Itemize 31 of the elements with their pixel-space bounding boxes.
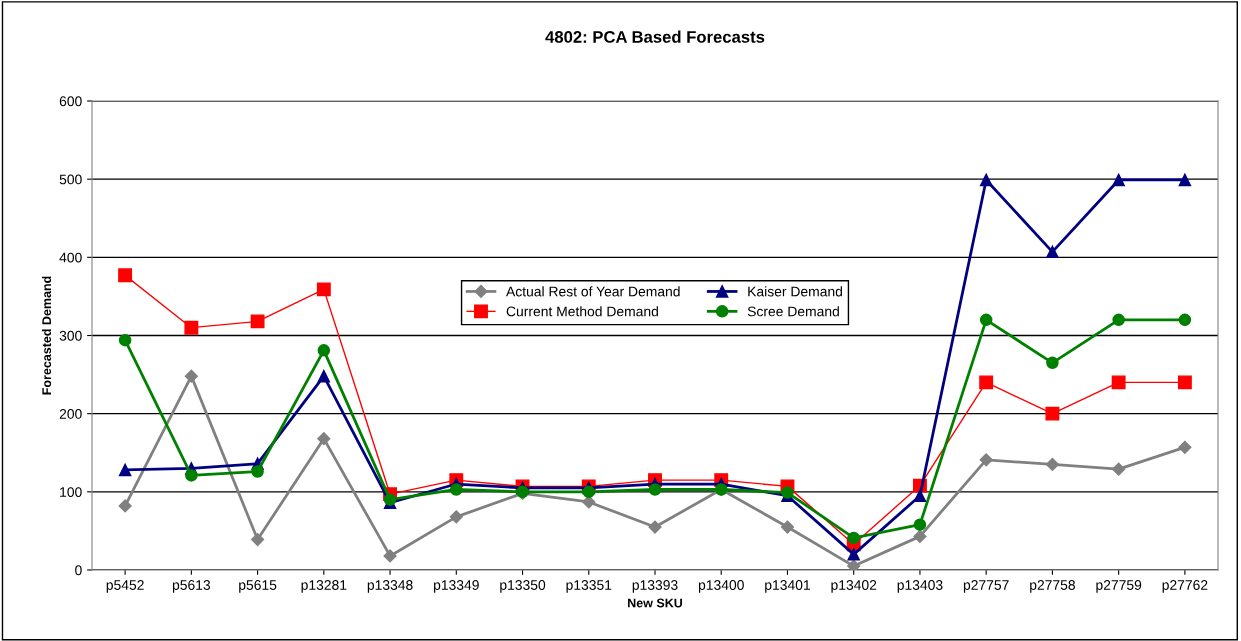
y-tick-label: 600 — [59, 96, 82, 107]
x-tick-label: p13400 — [698, 580, 744, 593]
x-tick-label: p13402 — [831, 580, 877, 593]
y-axis-title: Forecasted Demand — [41, 276, 52, 395]
y-tick-label: 0 — [75, 565, 82, 576]
legend-label: Current Method Demand — [506, 306, 658, 317]
x-tick-label: p13403 — [897, 580, 943, 593]
y-tick-label: 300 — [59, 330, 82, 341]
y-tick-label: 200 — [59, 409, 82, 419]
x-tick-label: p27759 — [1096, 580, 1142, 593]
x-tick-label: p27757 — [963, 580, 1009, 593]
x-tick-label: p27762 — [1162, 580, 1208, 593]
legend-label: Kaiser Demand — [748, 286, 842, 297]
x-tick-label: p5615 — [239, 580, 277, 593]
x-tick-label: p13350 — [500, 580, 546, 593]
x-tick-label: p13349 — [434, 580, 479, 593]
x-axis-title: New SKU — [628, 598, 683, 608]
x-tick-label: p5613 — [172, 580, 211, 593]
y-tick-label: 500 — [59, 174, 82, 185]
x-tick-label: p13348 — [367, 580, 413, 593]
x-tick-label: p13393 — [632, 580, 678, 593]
y-tick-label: 400 — [59, 252, 82, 263]
x-tick-label: p13281 — [301, 580, 347, 593]
y-tick-label: 100 — [60, 487, 82, 497]
x-tick-label: p5452 — [106, 580, 144, 593]
chart-title: 4802: PCA Based Forecasts — [545, 30, 765, 43]
x-tick-label: p27758 — [1030, 580, 1075, 593]
legend-label: Scree Demand — [747, 306, 839, 317]
x-tick-label: p13401 — [765, 580, 810, 593]
x-tick-label: p13351 — [566, 580, 612, 593]
legend-label: Actual Rest of Year Demand — [506, 286, 680, 297]
